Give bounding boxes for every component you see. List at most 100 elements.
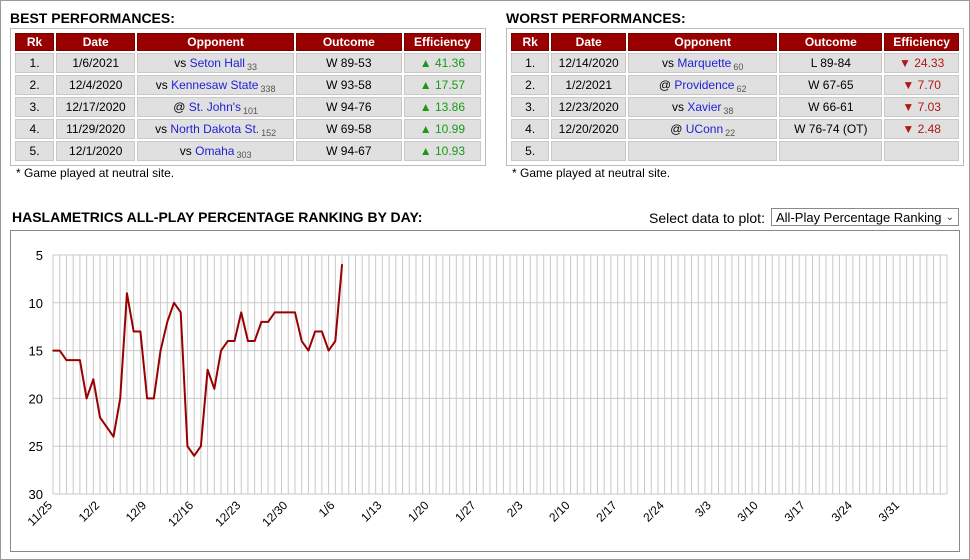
outcome-cell: W 89-53 [295,53,402,73]
x-tick-label: 2/10 [546,498,573,525]
ranking-data-point [193,454,195,457]
ranking-data-point [85,397,88,400]
column-header-date[interactable]: Date [551,33,627,51]
x-tick-label: 1/13 [358,498,385,525]
ranking-data-point [287,311,290,314]
date-cell: 12/17/2020 [56,97,136,117]
table-row: 3. 12/23/2020 vs Xavier 38 W 66-61 ▼ 7.03 [511,97,959,117]
opponent-team-rank: 338 [260,84,276,94]
ranking-data-point [146,397,148,400]
plot-selector-label: Select data to plot: [649,210,765,226]
column-header-outcome[interactable]: Outcome [779,33,883,51]
x-tick-label: 3/3 [692,498,714,520]
opponent-team-link[interactable]: North Dakota St. [170,122,260,136]
opponent-team-link[interactable]: UConn [685,122,724,136]
x-tick-label: 3/10 [734,498,761,525]
column-header-efficiency[interactable]: Efficiency [403,33,481,51]
triangle-up-icon: ▲ [419,56,432,70]
efficiency-cell: ▼ 2.48 [884,119,959,139]
best-performances-table: Rk Date Opponent Outcome Efficiency 1. 1/… [13,31,483,163]
outcome-cell: W 76-74 (OT) [779,119,883,139]
table-row: 2. 12/4/2020 vs Kennesaw State 338 W 93-58 ▲ … [15,75,481,95]
rank-cell: 1. [511,53,550,73]
ranking-data-point [105,426,108,428]
column-header-rk[interactable]: Rk [15,33,55,51]
location-prefix: vs [155,78,168,92]
table-header-row: Rk Date Opponent Outcome Efficiency [511,33,959,51]
date-cell: 12/4/2020 [56,75,136,95]
x-tick-label: 11/25 [25,498,56,529]
x-tick-label: 12/16 [165,498,196,529]
efficiency-value: 13.86 [434,100,465,114]
opponent-cell: @ St. John's 101 [137,97,294,117]
column-header-date[interactable]: Date [56,33,136,51]
opponent-cell: vs Xavier 38 [628,97,778,117]
column-header-efficiency[interactable]: Efficiency [884,33,959,51]
date-cell: 12/20/2020 [551,119,627,139]
rank-cell: 1. [15,53,55,73]
location-prefix: @ [173,100,186,114]
rank-cell: 2. [15,75,55,95]
triangle-up-icon: ▲ [419,100,432,114]
best-performances-title: BEST PERFORMANCES: [10,10,175,26]
ranking-data-point [58,349,61,352]
ranking-data-point [119,397,122,400]
ranking-data-point [166,321,169,323]
efficiency-value: 7.03 [917,100,941,114]
date-cell: 1/6/2021 [56,53,136,73]
opponent-cell: vs Omaha 303 [137,141,294,161]
rank-cell: 3. [15,97,55,117]
column-header-outcome[interactable]: Outcome [295,33,402,51]
opponent-team-link[interactable]: Marquette [677,56,732,70]
x-tick-label: 12/9 [123,498,150,525]
y-tick-label: 15 [29,344,43,359]
ranking-data-point [153,397,155,400]
opponent-team-link[interactable]: Omaha [195,144,235,158]
date-cell: 1/2/2021 [551,75,627,95]
column-header-opponent[interactable]: Opponent [628,33,778,51]
efficiency-cell: ▼ 7.70 [884,75,959,95]
efficiency-cell: ▲ 10.99 [403,119,481,139]
x-tick-label: 1/27 [452,498,479,525]
ranking-data-point [132,330,135,333]
ranking-data-point [179,311,182,314]
table-row: 1. 12/14/2020 vs Marquette 60 L 89-84 ▼ 24.33 [511,53,959,73]
triangle-down-icon: ▼ [902,78,915,92]
ranking-data-point [213,388,216,390]
outcome-cell: L 89-84 [779,53,883,73]
opponent-team-link[interactable]: Kennesaw State [171,78,259,92]
y-tick-label: 25 [29,439,43,454]
triangle-down-icon: ▼ [899,56,911,70]
opponent-team-link[interactable]: St. John's [188,100,242,114]
efficiency-cell: ▲ 17.57 [403,75,481,95]
column-header-rk[interactable]: Rk [511,33,550,51]
efficiency-cell: ▼ 7.03 [884,97,959,117]
date-cell: 12/23/2020 [551,97,627,117]
table-row: 3. 12/17/2020 @ St. John's 101 W 94-76 ▲ 13.8… [15,97,481,117]
triangle-down-icon: ▼ [902,100,915,114]
x-tick-label: 12/23 [212,498,243,529]
opponent-team-rank: 22 [725,128,736,138]
ranking-data-point [52,349,54,352]
ranking-data-point [300,340,303,342]
ranking-data-point [307,349,310,352]
efficiency-value: 10.99 [434,122,465,136]
efficiency-cell: ▲ 10.93 [403,141,481,161]
opponent-team-rank: 60 [733,62,744,72]
opponent-cell: @ UConn 22 [628,119,778,139]
x-tick-label: 3/17 [782,498,809,525]
ranking-data-point [186,445,189,447]
best-performances-panel: Rk Date Opponent Outcome Efficiency 1. 1/… [10,28,486,166]
opponent-team-link[interactable]: Xavier [687,100,722,114]
opponent-team-link[interactable]: Providence [674,78,735,92]
opponent-team-link[interactable]: Seton Hall [189,56,245,70]
column-header-opponent[interactable]: Opponent [137,33,294,51]
y-tick-label: 30 [29,487,43,502]
ranking-data-point [294,311,296,314]
outcome-cell: W 66-61 [779,97,883,117]
plot-data-select[interactable]: All-Play Percentage Ranking ⌄ [771,208,959,226]
ranking-data-point [72,359,74,361]
triangle-up-icon: ▲ [419,78,432,92]
opponent-team-rank: 33 [246,62,257,72]
efficiency-value: 2.48 [917,122,941,136]
